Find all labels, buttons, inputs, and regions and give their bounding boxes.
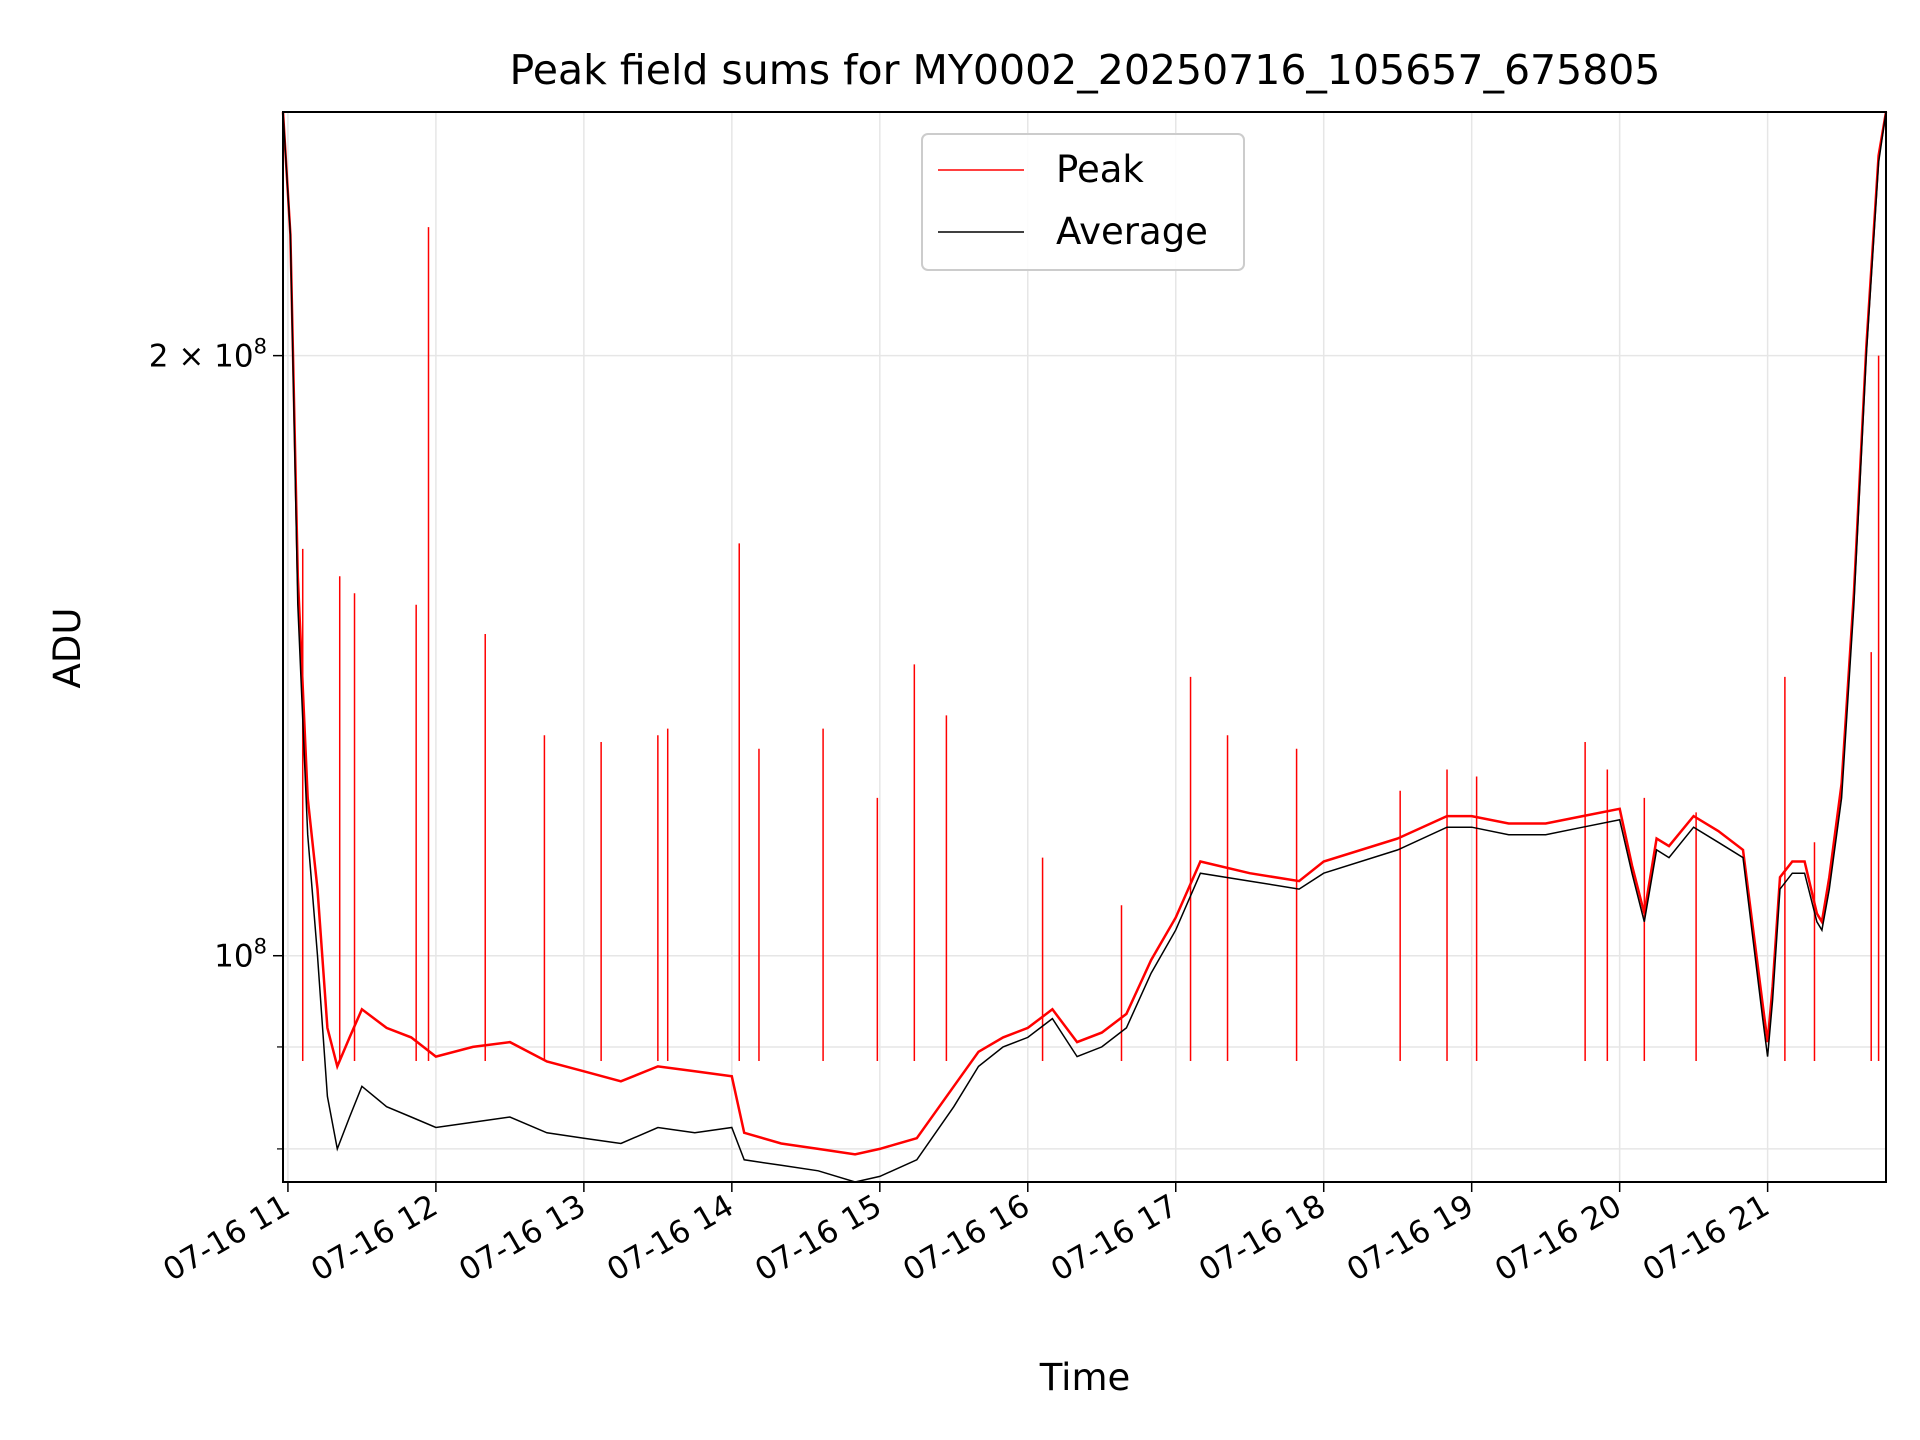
chart-title: Peak field sums for MY0002_20250716_1056… (510, 46, 1661, 94)
y-tick-label: 108 (214, 935, 267, 975)
average-series-line (282, 111, 1887, 1183)
plot-frame (282, 111, 1887, 1183)
x-axis-label: Time (1039, 1356, 1131, 1399)
legend-box (921, 133, 1245, 271)
legend: Peak Average (921, 133, 1245, 271)
y-tick-label: 2 × 108 (149, 335, 267, 375)
series-layer (281, 111, 1888, 1183)
y-axis-label: ADU (46, 608, 89, 689)
legend-peak-label: Peak (1056, 148, 1144, 191)
grid (283, 112, 1886, 1182)
peak-series-line (281, 111, 1888, 1156)
y-axis: 108 2 × 108 (149, 335, 283, 1150)
legend-average-label: Average (1056, 210, 1208, 253)
